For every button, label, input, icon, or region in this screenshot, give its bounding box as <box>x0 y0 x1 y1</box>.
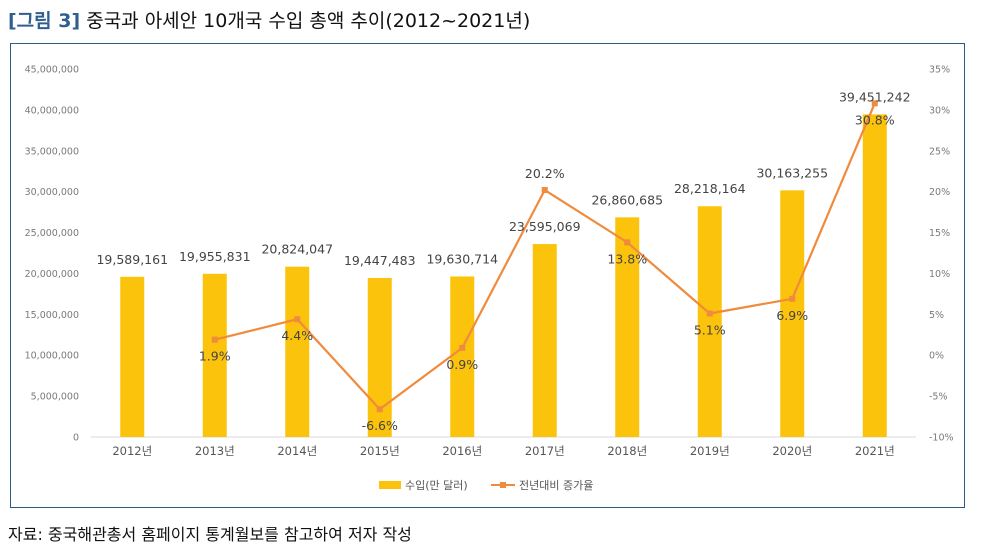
source-note: 자료: 중국해관총서 홈페이지 통계월보를 참고하여 저자 작성 <box>8 525 412 544</box>
line-marker <box>706 310 713 317</box>
bar-value-label: 30,163,255 <box>756 165 828 180</box>
x-tick-label: 2020년 <box>772 444 812 458</box>
line-value-label: 0.9% <box>446 357 478 372</box>
y-right-tick-label: 15% <box>929 228 950 239</box>
x-tick-label: 2019년 <box>690 444 730 458</box>
line-value-label: 5.1% <box>694 323 726 338</box>
legend-swatch-marker <box>500 482 506 488</box>
y-left-tick-label: 30,000,000 <box>25 187 79 198</box>
y-right-tick-label: 30% <box>929 105 950 116</box>
x-tick-label: 2016년 <box>442 444 482 458</box>
bar-value-label: 28,218,164 <box>674 181 746 196</box>
chart-svg: 0 5,000,000 10,000,000 15,000,000 20,000,000… <box>25 65 954 493</box>
x-tick-label: 2014년 <box>277 444 317 458</box>
bar <box>862 114 887 437</box>
y-right-tick-label: 35% <box>929 65 950 76</box>
y-left-tick-label: 35,000,000 <box>25 146 79 157</box>
y-left-tick-label: 25,000,000 <box>25 228 79 239</box>
bar-value-label: 20,824,047 <box>261 242 333 257</box>
x-tick-label: 2017년 <box>525 444 565 458</box>
bar <box>120 276 145 437</box>
line-value-label: 4.4% <box>281 328 313 343</box>
line-marker <box>294 316 301 323</box>
bar <box>532 244 557 437</box>
x-tick-label: 2021년 <box>855 444 895 458</box>
y-left-tick-label: 0 <box>73 433 79 444</box>
y-left-tick-label: 10,000,000 <box>25 351 79 362</box>
y-left-tick-label: 20,000,000 <box>25 269 79 280</box>
line-value-label: 20.2% <box>525 166 565 181</box>
x-tick-label: 2012년 <box>112 444 152 458</box>
line-marker <box>459 344 466 351</box>
legend-label-bars: 수입(만 달러) <box>405 479 468 492</box>
bar-value-label: 19,589,161 <box>96 252 168 267</box>
bar-value-label: 19,447,483 <box>344 253 416 268</box>
bar-value-label: 19,630,714 <box>426 251 498 266</box>
x-tick-label: 2018년 <box>607 444 647 458</box>
line-value-label: 6.9% <box>776 308 808 323</box>
legend-swatch-bars <box>379 481 401 489</box>
bar <box>367 277 392 437</box>
y-right-tick-label: -5% <box>929 392 948 403</box>
line-value-label: 1.9% <box>199 349 231 364</box>
y-right-tick-label: 0% <box>929 351 944 362</box>
y-left-tick-label: 40,000,000 <box>25 105 79 116</box>
bar <box>615 217 640 437</box>
line-value-label: 30.8% <box>855 112 895 127</box>
chart-frame: 0 5,000,000 10,000,000 15,000,000 20,000,000… <box>10 43 965 508</box>
y-left-tick-label: 5,000,000 <box>31 392 79 403</box>
line-value-label: -6.6% <box>362 418 398 433</box>
y-left-tick-label: 15,000,000 <box>25 310 79 321</box>
bar <box>202 273 227 437</box>
bar <box>285 266 310 437</box>
line-marker <box>376 406 383 413</box>
figure-label: [그림 3] <box>8 10 81 32</box>
bar <box>697 206 722 437</box>
bar-value-label: 19,955,831 <box>179 249 251 264</box>
figure-title-text: 중국과 아세안 10개국 수입 총액 추이(2012~2021년) <box>86 10 531 32</box>
bar <box>450 276 475 437</box>
line-value-label: 13.8% <box>607 251 647 266</box>
line-marker <box>624 239 631 246</box>
legend-label-line: 전년대비 증가율 <box>519 479 593 492</box>
x-tick-label: 2015년 <box>360 444 400 458</box>
y-right-tick-label: 20% <box>929 187 950 198</box>
line-marker <box>789 295 796 302</box>
line-marker <box>871 100 878 107</box>
bar-value-label: 26,860,685 <box>591 192 663 207</box>
bar-value-label: 39,451,242 <box>839 89 911 104</box>
x-tick-label: 2013년 <box>195 444 235 458</box>
y-right-tick-label: 5% <box>929 310 944 321</box>
bar <box>780 190 805 437</box>
line-marker <box>211 336 218 343</box>
y-right-tick-label: 25% <box>929 146 950 157</box>
line-marker <box>541 187 548 194</box>
y-right-tick-label: 10% <box>929 269 950 280</box>
bar-value-label: 23,595,069 <box>509 219 581 234</box>
y-left-tick-label: 45,000,000 <box>25 65 79 76</box>
y-right-tick-label: -10% <box>929 433 954 444</box>
figure-title: [그림 3] 중국과 아세안 10개국 수입 총액 추이(2012~2021년) <box>8 6 530 33</box>
